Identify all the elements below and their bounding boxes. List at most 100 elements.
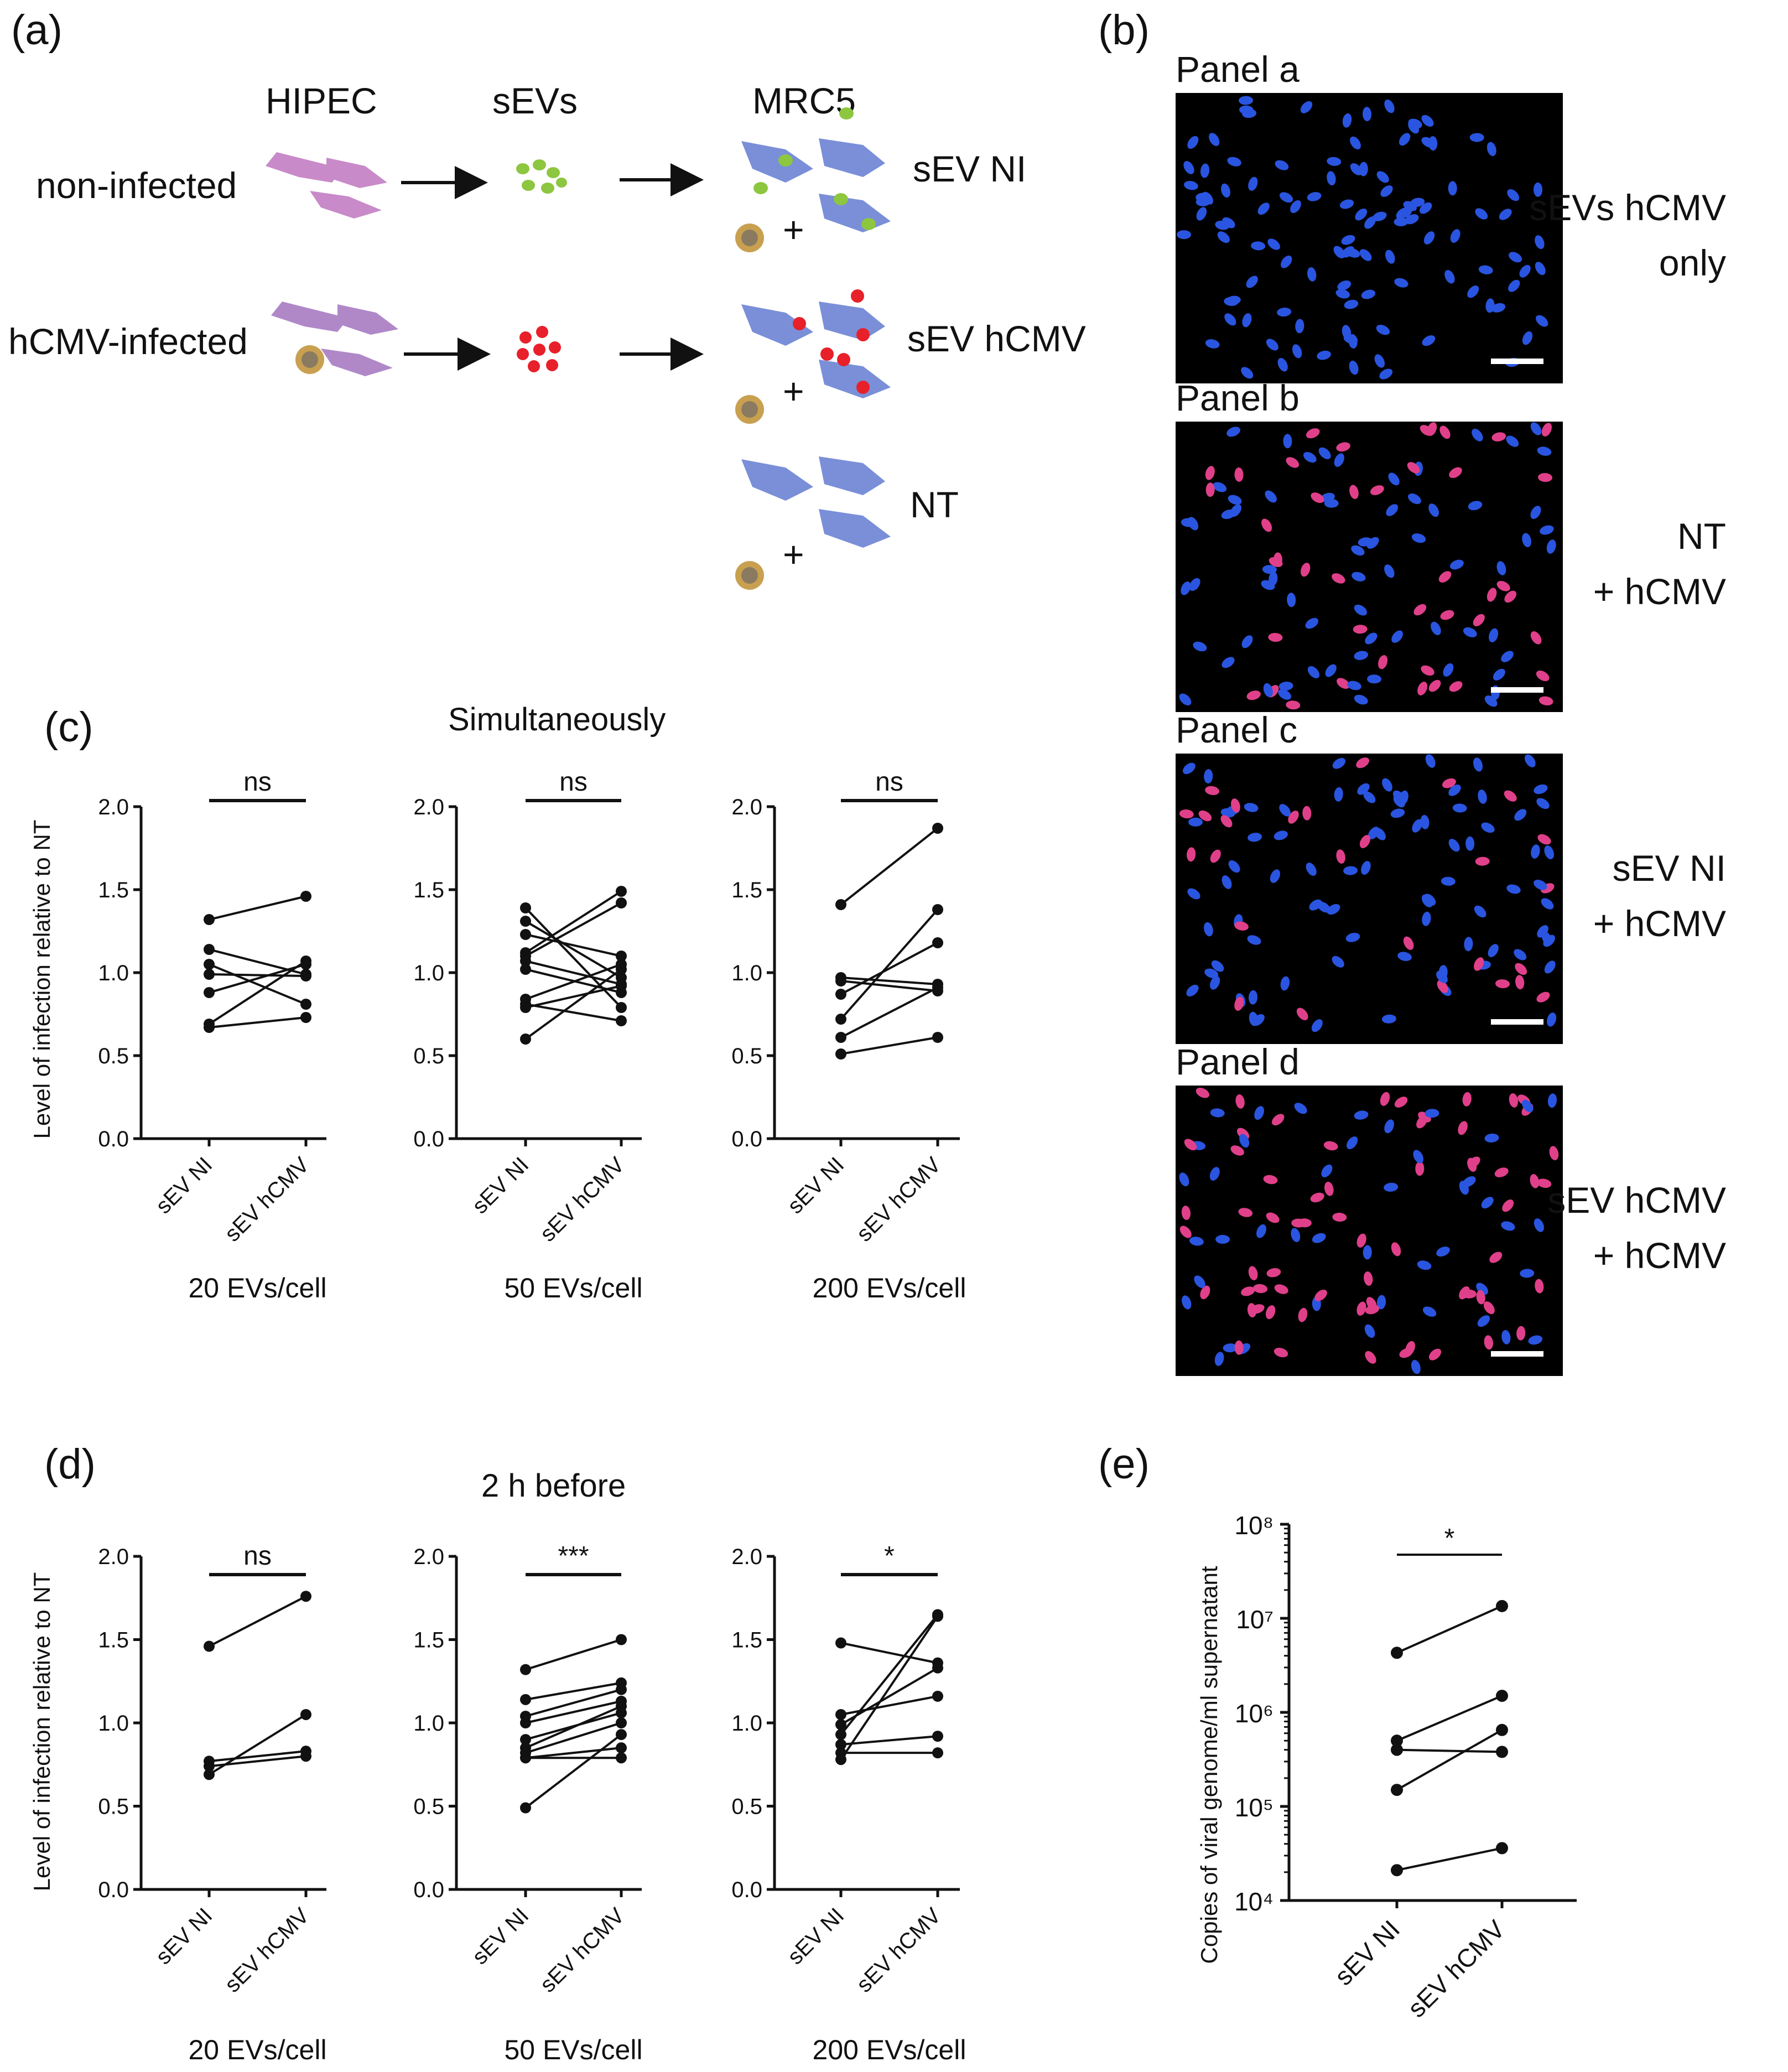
cell-nucleus [1486,588,1497,602]
cell-nucleus [1266,1268,1281,1278]
cell-nucleus [1528,1335,1543,1345]
cell-nucleus [1467,285,1479,298]
cell-nucleus [1374,828,1386,840]
pair-line [840,942,938,995]
y-tick-label: 0.5 [731,1044,762,1068]
data-point [300,1709,311,1720]
cell-nucleus [1296,1008,1308,1021]
cell-nucleus [1267,238,1280,250]
cell-nucleus [1204,769,1213,784]
cell-nucleus [1462,1176,1476,1187]
y-tick-label: 0.0 [413,1127,444,1151]
cell-nucleus [1463,627,1477,637]
cell-nucleus [1189,1237,1204,1246]
cell-nucleus [1413,1150,1424,1164]
pair-line [525,1003,622,1022]
data-point [1391,1864,1403,1877]
cell-nucleus [1295,319,1304,334]
cell-nucleus [1384,99,1395,113]
cell-nucleus [1327,171,1336,186]
data-point [932,937,943,948]
data-point [520,1002,531,1013]
cell-nucleus [1242,313,1252,328]
chart-d1: 0.0 0.5 1.0 1.5 2.0 sEV NI sEV hCMV ns 20 EVs/ce… [98,1541,326,2065]
cell-nucleus [1420,814,1430,829]
cell-nucleus [1200,163,1210,178]
cell-nucleus [1337,678,1350,689]
cell-nucleus [1546,539,1556,554]
pair-line [525,1638,622,1671]
cell-nucleus [1262,565,1277,574]
cell-nucleus [1307,192,1322,201]
cell-nucleus [1215,220,1230,230]
cell-nucleus [1205,786,1219,796]
cell-nucleus [1496,561,1506,575]
data-point [300,1591,311,1602]
cell-nucleus [1290,200,1301,214]
panel-label-b: (b) [1098,7,1150,54]
cell-nucleus [1359,249,1372,261]
x-tick-label: sEV NI [151,1152,217,1218]
y-tick-label: 2.0 [413,1545,444,1569]
cell-nucleus [1356,1301,1366,1316]
cell-nucleus [1327,903,1340,915]
cell-nucleus [1279,804,1291,817]
cell-nucleus [1323,1141,1338,1151]
cell-nucleus [1530,631,1542,645]
chart-c3: 0.0 0.5 1.0 1.5 2.0 sEV NI sEV hCMV ns 200 EVs/c… [731,767,966,1304]
cell-nucleus [1440,610,1454,620]
mrc5-cells-ni: + [735,107,891,252]
cell-nucleus [1380,185,1393,197]
pair-line [840,827,939,906]
cell-nucleus [1214,1352,1224,1366]
cell-nucleus [1417,1260,1432,1270]
y-tick-label: 0.5 [413,1044,444,1068]
group-title-simultaneously: Simultaneously [448,702,666,738]
cell-nucleus [1443,663,1454,677]
cell-nucleus [1186,984,1199,996]
cell-nucleus [1422,1306,1437,1317]
cell-nucleus [1436,1247,1450,1257]
cell-nucleus [1365,1351,1376,1364]
y-tick-label: 0.5 [731,1795,762,1819]
pair-line [1396,1847,1503,1872]
schematic-panel: (a) HIPEC sEVs MRC5 non-infected hCMV-in… [8,7,1086,590]
pair-line [209,1595,306,1648]
cell-nucleus [1279,192,1293,203]
cell-nucleus [1263,1175,1278,1185]
cell-nucleus [1491,303,1506,313]
data-point [616,1015,627,1026]
pair-line [840,977,938,985]
y-axis-label-e: Copies of viral genome/ml supernatant [1196,1566,1222,1964]
micrograph-caption: sEVs hCMV [1529,187,1726,228]
cell-nucleus [1364,1324,1375,1338]
cell-nucleus [1239,96,1253,105]
data-point [520,1734,531,1746]
cell-nucleus [1506,435,1519,447]
data-point [932,823,943,834]
cell-nucleus [1246,276,1258,288]
cell-nucleus [1205,482,1215,497]
cell-nucleus [1458,1121,1468,1135]
cell-nucleus [1374,354,1385,368]
x-tick-label: sEV hCMV [536,1152,630,1247]
x-group-label: 50 EVs/cell [504,1273,642,1304]
cell-nucleus [1411,533,1426,543]
cell-nucleus [1427,422,1437,436]
cell-nucleus [1182,1295,1192,1310]
data-point [520,916,531,927]
data-point [616,1002,627,1013]
cell-nucleus [1530,506,1541,520]
chart-c1: 0.0 0.5 1.0 1.5 2.0 sEV NI sEV hCMV ns 20 EVs/ce… [98,767,326,1304]
cell-nucleus [1223,1343,1238,1353]
y-tick-label: 0.5 [98,1044,129,1068]
data-point [520,1717,531,1728]
cell-nucleus [1215,1235,1230,1244]
cell-nucleus [1265,490,1277,503]
cell-nucleus [1181,1206,1191,1221]
cell-nucleus [1336,442,1350,452]
cell-nucleus [1234,996,1244,1011]
cell-nucleus [1381,1014,1396,1024]
y-tick-label: 0.0 [413,1878,444,1902]
